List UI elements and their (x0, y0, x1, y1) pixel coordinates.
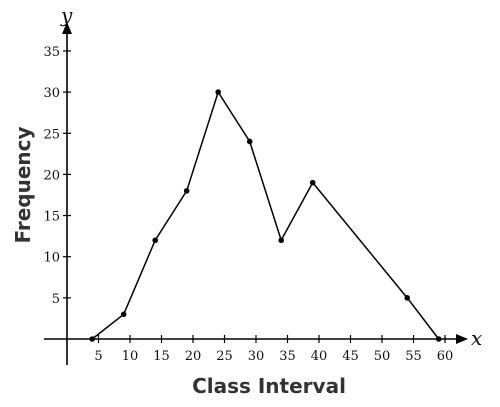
y-axis-title: Frequency (11, 126, 35, 243)
series-line (91, 90, 440, 340)
x-tick-label: 25 (216, 349, 233, 364)
data-point (215, 89, 221, 95)
y-tick-label: 35 (43, 45, 60, 60)
data-point (404, 295, 411, 301)
x-axis-arrowhead (456, 334, 468, 344)
y-tick-label: 20 (43, 168, 60, 183)
y-axis-letter: y (60, 3, 73, 27)
x-axis-title: Class Interval (192, 374, 346, 398)
x-tick-label: 20 (185, 349, 202, 364)
data-point (246, 138, 253, 145)
x-tick-label: 15 (153, 349, 170, 364)
x-tick-label: 10 (122, 349, 139, 364)
y-tick-label: 30 (43, 86, 60, 101)
data-point (183, 188, 190, 194)
x-tick-label: 5 (94, 349, 102, 364)
axes (44, 22, 468, 365)
y-axis-arrowhead (62, 22, 72, 34)
series-group (89, 89, 442, 342)
x-tick-label: 60 (437, 349, 454, 364)
y-tick-label: 10 (43, 251, 60, 266)
data-point (89, 336, 95, 342)
x-tick-label: 55 (405, 349, 422, 364)
x-tick-label: 40 (311, 349, 328, 364)
y-tick-label: 5 (52, 292, 60, 307)
x-tick-label: 45 (342, 349, 359, 364)
data-point (120, 311, 127, 318)
y-tick-label: 15 (43, 210, 60, 225)
x-tick-label: 50 (374, 349, 391, 364)
data-point (435, 336, 442, 342)
data-point (152, 237, 158, 244)
data-point (309, 179, 316, 186)
x-axis-ticks: 5 10 15 20 25 30 35 40 45 50 55 60 (94, 335, 453, 364)
x-axis-letter: x (471, 326, 482, 350)
y-tick-label: 25 (43, 127, 60, 142)
data-point (278, 237, 285, 244)
x-tick-label: 35 (279, 349, 296, 364)
y-axis-ticks: 5 10 15 20 25 30 35 (43, 45, 71, 307)
x-tick-label: 30 (248, 349, 265, 364)
